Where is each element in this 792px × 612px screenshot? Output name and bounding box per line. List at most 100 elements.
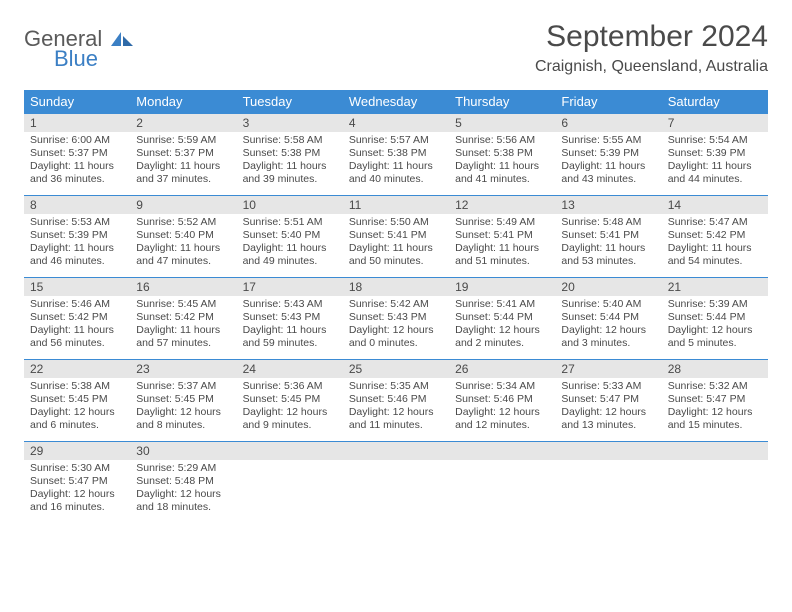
calendar-day-cell: 16Sunrise: 5:45 AMSunset: 5:42 PMDayligh… — [130, 278, 236, 360]
calendar-week-row: 15Sunrise: 5:46 AMSunset: 5:42 PMDayligh… — [24, 278, 768, 360]
calendar-week-row: 22Sunrise: 5:38 AMSunset: 5:45 PMDayligh… — [24, 360, 768, 442]
day-number: 3 — [237, 114, 343, 132]
calendar-day-cell — [237, 442, 343, 524]
daylight-text: and 0 minutes. — [349, 337, 443, 350]
calendar-day-cell — [555, 442, 661, 524]
day-number: 1 — [24, 114, 130, 132]
day-number: 22 — [24, 360, 130, 378]
day-content: Sunrise: 5:46 AMSunset: 5:42 PMDaylight:… — [24, 296, 130, 355]
daylight-text: and 11 minutes. — [349, 419, 443, 432]
logo-text-block: General Blue — [24, 26, 133, 72]
day-number: 2 — [130, 114, 236, 132]
sunrise-text: Sunrise: 5:29 AM — [136, 462, 230, 475]
sunrise-text: Sunrise: 5:56 AM — [455, 134, 549, 147]
calendar-day-cell: 12Sunrise: 5:49 AMSunset: 5:41 PMDayligh… — [449, 196, 555, 278]
day-number: 9 — [130, 196, 236, 214]
daylight-text: and 50 minutes. — [349, 255, 443, 268]
calendar-day-cell — [343, 442, 449, 524]
sunrise-text: Sunrise: 5:53 AM — [30, 216, 124, 229]
day-content: Sunrise: 5:50 AMSunset: 5:41 PMDaylight:… — [343, 214, 449, 273]
daylight-text: and 5 minutes. — [668, 337, 762, 350]
location-text: Craignish, Queensland, Australia — [535, 58, 768, 76]
sunset-text: Sunset: 5:38 PM — [455, 147, 549, 160]
day-content: Sunrise: 5:53 AMSunset: 5:39 PMDaylight:… — [24, 214, 130, 273]
calendar-day-cell: 18Sunrise: 5:42 AMSunset: 5:43 PMDayligh… — [343, 278, 449, 360]
day-number: 29 — [24, 442, 130, 460]
calendar-day-cell: 21Sunrise: 5:39 AMSunset: 5:44 PMDayligh… — [662, 278, 768, 360]
day-content: Sunrise: 5:51 AMSunset: 5:40 PMDaylight:… — [237, 214, 343, 273]
sunset-text: Sunset: 5:39 PM — [30, 229, 124, 242]
weekday-header: Sunday — [24, 90, 130, 114]
day-content: Sunrise: 5:55 AMSunset: 5:39 PMDaylight:… — [555, 132, 661, 191]
sunrise-text: Sunrise: 5:51 AM — [243, 216, 337, 229]
day-number-empty — [449, 442, 555, 460]
daylight-text: Daylight: 11 hours — [668, 160, 762, 173]
sunrise-text: Sunrise: 5:41 AM — [455, 298, 549, 311]
day-number: 26 — [449, 360, 555, 378]
daylight-text: Daylight: 11 hours — [349, 242, 443, 255]
daylight-text: and 40 minutes. — [349, 173, 443, 186]
day-number: 12 — [449, 196, 555, 214]
sunset-text: Sunset: 5:40 PM — [243, 229, 337, 242]
daylight-text: Daylight: 12 hours — [668, 406, 762, 419]
daylight-text: and 15 minutes. — [668, 419, 762, 432]
daylight-text: and 47 minutes. — [136, 255, 230, 268]
calendar-day-cell: 26Sunrise: 5:34 AMSunset: 5:46 PMDayligh… — [449, 360, 555, 442]
day-number: 17 — [237, 278, 343, 296]
sunset-text: Sunset: 5:41 PM — [561, 229, 655, 242]
daylight-text: and 57 minutes. — [136, 337, 230, 350]
day-number: 23 — [130, 360, 236, 378]
daylight-text: Daylight: 12 hours — [349, 324, 443, 337]
sunrise-text: Sunrise: 6:00 AM — [30, 134, 124, 147]
day-content: Sunrise: 5:39 AMSunset: 5:44 PMDaylight:… — [662, 296, 768, 355]
weekday-header: Tuesday — [237, 90, 343, 114]
daylight-text: Daylight: 11 hours — [561, 242, 655, 255]
daylight-text: Daylight: 11 hours — [30, 242, 124, 255]
calendar-day-cell — [662, 442, 768, 524]
sunrise-text: Sunrise: 5:38 AM — [30, 380, 124, 393]
calendar-day-cell: 20Sunrise: 5:40 AMSunset: 5:44 PMDayligh… — [555, 278, 661, 360]
day-number: 6 — [555, 114, 661, 132]
daylight-text: Daylight: 12 hours — [455, 406, 549, 419]
calendar-day-cell: 1Sunrise: 6:00 AMSunset: 5:37 PMDaylight… — [24, 114, 130, 196]
day-content: Sunrise: 5:59 AMSunset: 5:37 PMDaylight:… — [130, 132, 236, 191]
sunrise-text: Sunrise: 5:46 AM — [30, 298, 124, 311]
day-content: Sunrise: 5:49 AMSunset: 5:41 PMDaylight:… — [449, 214, 555, 273]
calendar-body: 1Sunrise: 6:00 AMSunset: 5:37 PMDaylight… — [24, 114, 768, 524]
daylight-text: Daylight: 12 hours — [349, 406, 443, 419]
day-content: Sunrise: 5:38 AMSunset: 5:45 PMDaylight:… — [24, 378, 130, 437]
daylight-text: Daylight: 12 hours — [136, 488, 230, 501]
daylight-text: Daylight: 11 hours — [30, 160, 124, 173]
day-content: Sunrise: 5:43 AMSunset: 5:43 PMDaylight:… — [237, 296, 343, 355]
daylight-text: Daylight: 12 hours — [668, 324, 762, 337]
sunset-text: Sunset: 5:47 PM — [561, 393, 655, 406]
day-content: Sunrise: 5:57 AMSunset: 5:38 PMDaylight:… — [343, 132, 449, 191]
sunset-text: Sunset: 5:42 PM — [136, 311, 230, 324]
daylight-text: Daylight: 12 hours — [243, 406, 337, 419]
calendar-day-cell: 11Sunrise: 5:50 AMSunset: 5:41 PMDayligh… — [343, 196, 449, 278]
sunrise-text: Sunrise: 5:55 AM — [561, 134, 655, 147]
daylight-text: and 59 minutes. — [243, 337, 337, 350]
calendar-day-cell: 22Sunrise: 5:38 AMSunset: 5:45 PMDayligh… — [24, 360, 130, 442]
daylight-text: Daylight: 11 hours — [561, 160, 655, 173]
weekday-header: Wednesday — [343, 90, 449, 114]
weekday-header: Friday — [555, 90, 661, 114]
daylight-text: and 41 minutes. — [455, 173, 549, 186]
calendar-week-row: 1Sunrise: 6:00 AMSunset: 5:37 PMDaylight… — [24, 114, 768, 196]
daylight-text: Daylight: 11 hours — [243, 242, 337, 255]
sunrise-text: Sunrise: 5:40 AM — [561, 298, 655, 311]
sunrise-text: Sunrise: 5:58 AM — [243, 134, 337, 147]
day-number: 20 — [555, 278, 661, 296]
daylight-text: and 51 minutes. — [455, 255, 549, 268]
day-number: 24 — [237, 360, 343, 378]
day-content: Sunrise: 5:30 AMSunset: 5:47 PMDaylight:… — [24, 460, 130, 519]
day-number: 18 — [343, 278, 449, 296]
sunrise-text: Sunrise: 5:30 AM — [30, 462, 124, 475]
sunrise-text: Sunrise: 5:43 AM — [243, 298, 337, 311]
sunrise-text: Sunrise: 5:52 AM — [136, 216, 230, 229]
logo: General Blue — [24, 26, 133, 72]
daylight-text: Daylight: 11 hours — [136, 160, 230, 173]
day-content: Sunrise: 5:52 AMSunset: 5:40 PMDaylight:… — [130, 214, 236, 273]
day-number: 10 — [237, 196, 343, 214]
sunset-text: Sunset: 5:44 PM — [561, 311, 655, 324]
